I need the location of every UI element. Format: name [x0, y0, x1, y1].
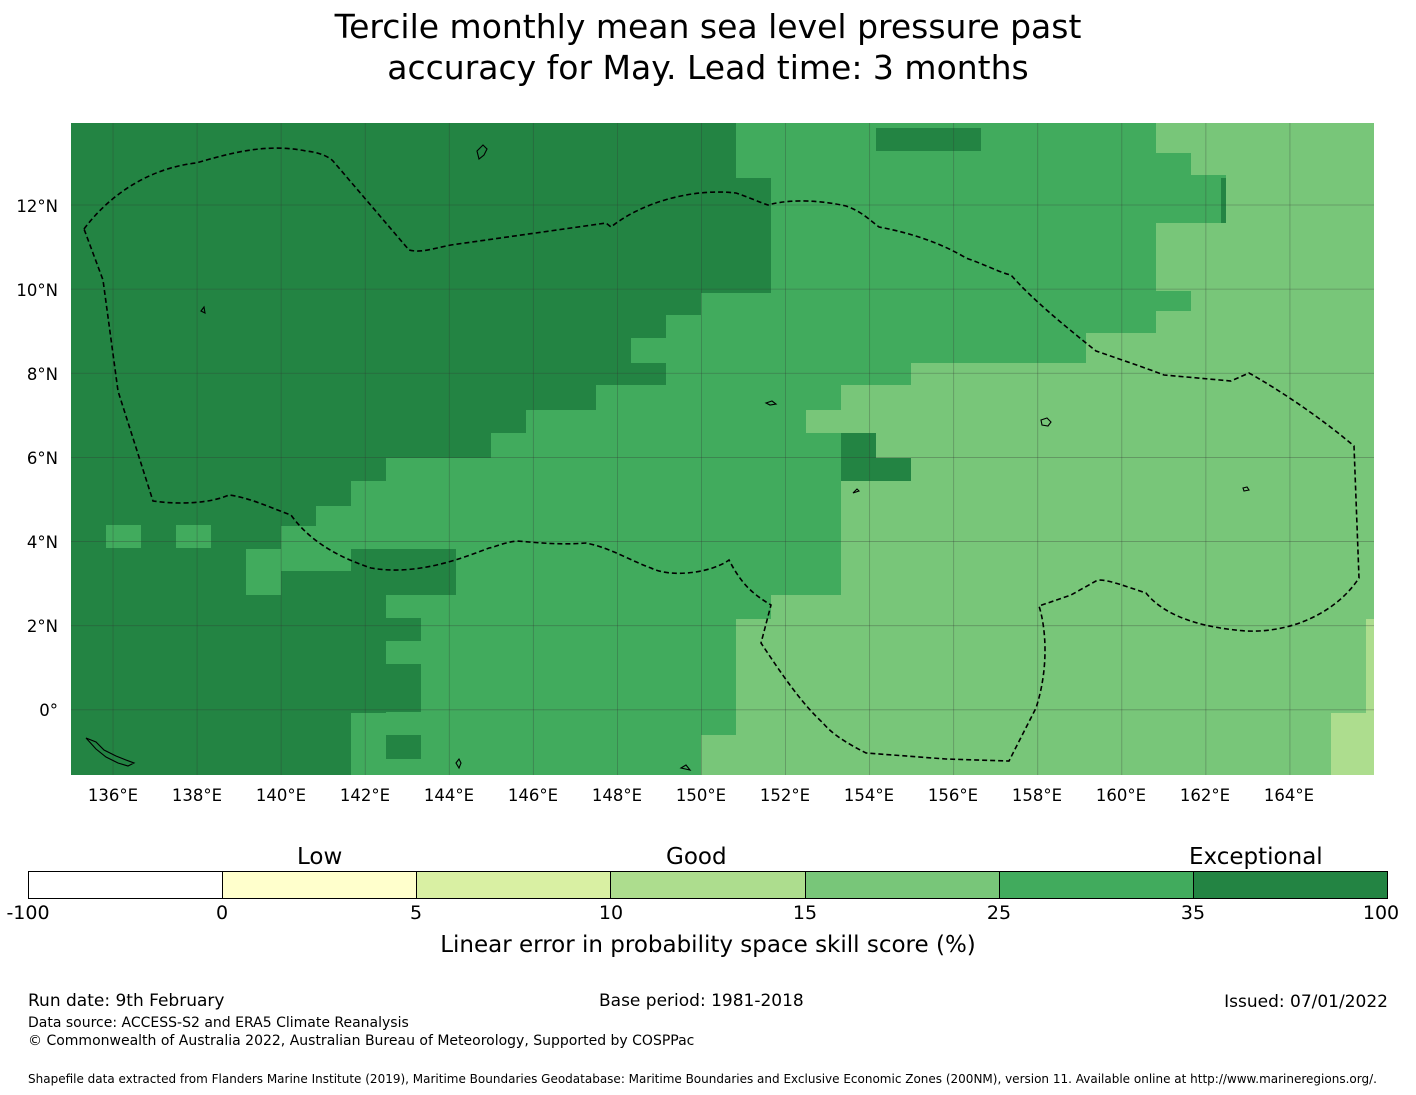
x-axis-label-164e: 164°E: [1263, 786, 1315, 805]
colorbar-tick: 10: [598, 902, 624, 924]
x-axis-label-140e: 140°E: [255, 786, 307, 805]
y-axis-label-2n: 2°N: [26, 617, 58, 636]
coastlines: [85, 144, 1250, 771]
x-axis-label-138e: 138°E: [171, 786, 223, 805]
colorbar-tick: 100: [1362, 902, 1400, 924]
x-axis-label-150e: 150°E: [675, 786, 727, 805]
colorbar-label-low: Low: [297, 844, 343, 870]
colorbar-swatch-25-35: [999, 872, 1194, 898]
shapefile-credit: Shapefile data extracted from Flanders M…: [28, 1072, 1377, 1086]
run-date: Run date: 9th February: [28, 991, 225, 1011]
chart-title: Tercile monthly mean sea level pressure …: [0, 6, 1416, 88]
colorbar-tick: -100: [6, 902, 50, 924]
colorbar-tick: 15: [792, 902, 818, 924]
x-axis-label-152e: 152°E: [759, 786, 811, 805]
x-axis-label-136e: 136°E: [87, 786, 139, 805]
colorbar-tick: 35: [1180, 902, 1206, 924]
region-score-10-15: [1331, 619, 1374, 775]
x-axis-label-156e: 156°E: [927, 786, 979, 805]
y-axis-label-6n: 6°N: [26, 449, 58, 468]
colorbar-label-good: Good: [666, 844, 727, 870]
x-axis-label-160e: 160°E: [1095, 786, 1147, 805]
issued-date: Issued: 07/01/2022: [1224, 992, 1388, 1012]
colorbar-swatch-35-100: [1193, 872, 1387, 898]
colorbar-swatch-0-5: [223, 872, 418, 898]
colorbar: [28, 871, 1388, 899]
x-axis-label-146e: 146°E: [507, 786, 559, 805]
copyright: © Commonwealth of Australia 2022, Austra…: [28, 1033, 695, 1049]
title-line-2: accuracy for May. Lead time: 3 months: [387, 48, 1029, 87]
title-line-1: Tercile monthly mean sea level pressure …: [334, 7, 1082, 46]
y-axis-label-4n: 4°N: [26, 533, 58, 552]
y-axis-label-0: 0°: [39, 701, 58, 720]
eez-boundaries: [83, 147, 1360, 762]
data-source: Data source: ACCESS-S2 and ERA5 Climate …: [28, 1015, 409, 1031]
y-axis-label-12n: 12°N: [16, 197, 58, 216]
colorbar-swatch-15-25: [805, 872, 1000, 898]
x-axis-label-158e: 158°E: [1011, 786, 1063, 805]
region-score-15-25: [701, 123, 1374, 775]
y-axis-label-10n: 10°N: [16, 281, 58, 300]
colorbar-swatch-10-15: [611, 872, 806, 898]
skill-score-map: [71, 123, 1374, 775]
x-axis-label-142e: 142°E: [339, 786, 391, 805]
x-axis-label-148e: 148°E: [591, 786, 643, 805]
x-axis-label-144e: 144°E: [423, 786, 475, 805]
colorbar-title: Linear error in probability space skill …: [440, 932, 976, 958]
colorbar-tick: 25: [986, 902, 1012, 924]
map-gridlines: [71, 123, 1374, 775]
colorbar-tick: 5: [409, 902, 423, 924]
x-axis-label-162e: 162°E: [1179, 786, 1231, 805]
colorbar-label-exceptional: Exceptional: [1189, 844, 1323, 870]
colorbar-swatch-neg100-0: [29, 872, 224, 898]
colorbar-swatch-5-10: [417, 872, 612, 898]
base-period: Base period: 1981-2018: [599, 991, 804, 1011]
region-score-35-100-pockets: [281, 128, 981, 775]
x-axis-label-154e: 154°E: [843, 786, 895, 805]
colorbar-tick: 0: [215, 902, 229, 924]
map-svg: [71, 123, 1374, 775]
y-axis-label-8n: 8°N: [26, 365, 58, 384]
